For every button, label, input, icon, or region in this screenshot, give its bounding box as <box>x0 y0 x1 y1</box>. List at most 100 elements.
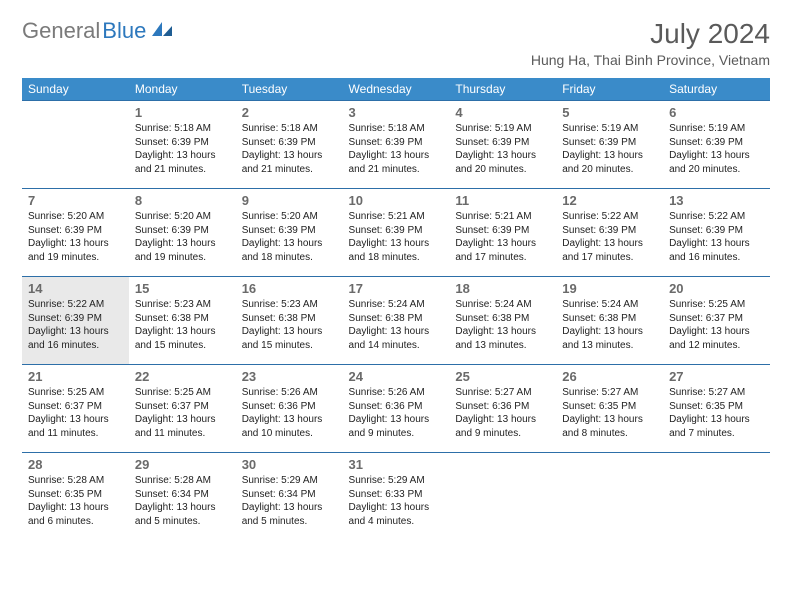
sunrise-text: Sunrise: 5:20 AM <box>28 210 123 224</box>
calendar-day-cell: 23Sunrise: 5:26 AMSunset: 6:36 PMDayligh… <box>236 365 343 453</box>
calendar-day-cell: 22 Sunrise: 5:25 AMSunset: 6:37 PMDayligh… <box>129 365 236 453</box>
sunset-text: Sunset: 6:39 PM <box>349 136 444 150</box>
daylight-text: Daylight: 13 hours and 16 minutes. <box>669 237 764 264</box>
day-number: 22 <box>135 369 230 384</box>
day-info: Sunrise: 5:21 AMSunset: 6:39 PMDaylight:… <box>349 210 444 264</box>
month-title: July 2024 <box>531 18 770 50</box>
calendar-day-cell: 19 Sunrise: 5:24 AMSunset: 6:38 PMDayligh… <box>556 277 663 365</box>
daylight-text: Daylight: 13 hours and 20 minutes. <box>562 149 657 176</box>
calendar-day-cell <box>449 453 556 541</box>
day-info: Sunrise: 5:18 AMSunset: 6:39 PMDaylight:… <box>242 122 337 176</box>
sunrise-text: Sunrise: 5:26 AM <box>242 386 337 400</box>
day-number: 12 <box>562 193 657 208</box>
calendar-day-cell: 7 Sunrise: 5:20 AMSunset: 6:39 PMDaylight… <box>22 189 129 277</box>
day-info: Sunrise: 5:25 AMSunset: 6:37 PMDaylight:… <box>28 386 123 440</box>
sunrise-text: Sunrise: 5:25 AM <box>28 386 123 400</box>
daylight-text: Daylight: 13 hours and 13 minutes. <box>562 325 657 352</box>
calendar-day-cell <box>663 453 770 541</box>
sunrise-text: Sunrise: 5:22 AM <box>28 298 123 312</box>
calendar-day-cell: 26 Sunrise: 5:27 AMSunset: 6:35 PMDayligh… <box>556 365 663 453</box>
day-info: Sunrise: 5:19 AMSunset: 6:39 PMDaylight:… <box>669 122 764 176</box>
sunrise-text: Sunrise: 5:23 AM <box>135 298 230 312</box>
sunset-text: Sunset: 6:39 PM <box>349 224 444 238</box>
calendar-day-cell: 15Sunrise: 5:23 AMSunset: 6:38 PMDayligh… <box>129 277 236 365</box>
sunrise-text: Sunrise: 5:29 AM <box>242 474 337 488</box>
sunset-text: Sunset: 6:34 PM <box>135 488 230 502</box>
daylight-text: Daylight: 13 hours and 4 minutes. <box>349 501 444 528</box>
sunset-text: Sunset: 6:36 PM <box>455 400 550 414</box>
day-info: Sunrise: 5:20 AMSunset: 6:39 PMDaylight:… <box>242 210 337 264</box>
calendar-day-cell: 2Sunrise: 5:18 AMSunset: 6:39 PMDaylight… <box>236 101 343 189</box>
daylight-text: Daylight: 13 hours and 15 minutes. <box>135 325 230 352</box>
day-info: Sunrise: 5:29 AMSunset: 6:33 PMDaylight:… <box>349 474 444 528</box>
daylight-text: Daylight: 13 hours and 5 minutes. <box>135 501 230 528</box>
day-info: Sunrise: 5:24 AMSunset: 6:38 PMDaylight:… <box>562 298 657 352</box>
day-number: 4 <box>455 105 550 120</box>
daylight-text: Daylight: 13 hours and 18 minutes. <box>349 237 444 264</box>
calendar-day-cell: 10Sunrise: 5:21 AMSunset: 6:39 PMDayligh… <box>343 189 450 277</box>
calendar-week-row: 21Sunrise: 5:25 AMSunset: 6:37 PMDayligh… <box>22 365 770 453</box>
daylight-text: Daylight: 13 hours and 21 minutes. <box>242 149 337 176</box>
sunrise-text: Sunrise: 5:19 AM <box>562 122 657 136</box>
title-block: July 2024 Hung Ha, Thai Binh Province, V… <box>531 18 770 68</box>
calendar-day-cell: 4Sunrise: 5:19 AMSunset: 6:39 PMDaylight… <box>449 101 556 189</box>
sunset-text: Sunset: 6:39 PM <box>455 224 550 238</box>
day-number: 14 <box>28 281 123 296</box>
sunrise-text: Sunrise: 5:27 AM <box>669 386 764 400</box>
sunrise-text: Sunrise: 5:18 AM <box>349 122 444 136</box>
day-info: Sunrise: 5:25 AMSunset: 6:37 PMDaylight:… <box>669 298 764 352</box>
day-header: Thursday <box>449 78 556 101</box>
sunset-text: Sunset: 6:36 PM <box>242 400 337 414</box>
day-number: 26 <box>562 369 657 384</box>
calendar-day-cell: 5Sunrise: 5:19 AMSunset: 6:39 PMDaylight… <box>556 101 663 189</box>
day-info: Sunrise: 5:27 AMSunset: 6:36 PMDaylight:… <box>455 386 550 440</box>
day-header: Monday <box>129 78 236 101</box>
day-info: Sunrise: 5:20 AMSunset: 6:39 PMDaylight:… <box>28 210 123 264</box>
day-number: 8 <box>135 193 230 208</box>
calendar-day-cell: 30Sunrise: 5:29 AMSunset: 6:34 PMDayligh… <box>236 453 343 541</box>
day-info: Sunrise: 5:24 AMSunset: 6:38 PMDaylight:… <box>349 298 444 352</box>
sunset-text: Sunset: 6:39 PM <box>28 312 123 326</box>
header: GeneralBlue July 2024 Hung Ha, Thai Binh… <box>22 18 770 68</box>
daylight-text: Daylight: 13 hours and 9 minutes. <box>349 413 444 440</box>
sunrise-text: Sunrise: 5:24 AM <box>562 298 657 312</box>
day-number: 16 <box>242 281 337 296</box>
calendar-day-cell <box>556 453 663 541</box>
sunset-text: Sunset: 6:37 PM <box>28 400 123 414</box>
day-info: Sunrise: 5:25 AMSunset: 6:37 PMDaylight:… <box>135 386 230 440</box>
sunset-text: Sunset: 6:39 PM <box>28 224 123 238</box>
calendar-day-cell: 14Sunrise: 5:22 AMSunset: 6:39 PMDayligh… <box>22 277 129 365</box>
sunrise-text: Sunrise: 5:21 AM <box>349 210 444 224</box>
sunset-text: Sunset: 6:39 PM <box>135 224 230 238</box>
daylight-text: Daylight: 13 hours and 9 minutes. <box>455 413 550 440</box>
calendar-week-row: 14 Sunrise: 5:22 AMSunset: 6:39 PM Dayligh… <box>22 277 770 365</box>
calendar-day-cell: 13Sunrise: 5:22 AMSunset: 6:39 PMDayligh… <box>663 189 770 277</box>
sunrise-text: Sunrise: 5:18 AM <box>242 122 337 136</box>
day-number: 7 <box>28 193 123 208</box>
day-info: Sunrise: 5:19 AMSunset: 6:39 PMDaylight:… <box>562 122 657 176</box>
day-info: Sunrise: 5:22 AMSunset: 6:39 PMDaylight:… <box>562 210 657 264</box>
day-number: 19 <box>562 281 657 296</box>
calendar-day-cell: 12 Sunrise: 5:22 AMSunset: 6:39 PMDayligh… <box>556 189 663 277</box>
calendar-body: 1Sunrise: 5:18 AMSunset: 6:39 PMDaylight… <box>22 101 770 541</box>
calendar-day-cell: 31Sunrise: 5:29 AMSunset: 6:33 PMDayligh… <box>343 453 450 541</box>
sunrise-text: Sunrise: 5:27 AM <box>562 386 657 400</box>
day-info: Sunrise: 5:20 AMSunset: 6:39 PMDaylight:… <box>135 210 230 264</box>
day-info: Sunrise: 5:28 AMSunset: 6:34 PMDaylight:… <box>135 474 230 528</box>
sunset-text: Sunset: 6:38 PM <box>135 312 230 326</box>
daylight-text: Daylight: 13 hours and 14 minutes. <box>349 325 444 352</box>
calendar-day-cell: 18Sunrise: 5:24 AMSunset: 6:38 PMDayligh… <box>449 277 556 365</box>
logo: GeneralBlue <box>22 18 174 44</box>
day-info: Sunrise: 5:21 AMSunset: 6:39 PMDaylight:… <box>455 210 550 264</box>
daylight-text: Daylight: 13 hours and 21 minutes. <box>135 149 230 176</box>
calendar-day-cell: 1Sunrise: 5:18 AMSunset: 6:39 PMDaylight… <box>129 101 236 189</box>
day-number: 24 <box>349 369 444 384</box>
daylight-text: Daylight: 13 hours and 10 minutes. <box>242 413 337 440</box>
daylight-text: Daylight: 13 hours and 18 minutes. <box>242 237 337 264</box>
sunset-text: Sunset: 6:35 PM <box>562 400 657 414</box>
sunrise-text: Sunrise: 5:19 AM <box>669 122 764 136</box>
daylight-text: Daylight: 13 hours and 8 minutes. <box>562 413 657 440</box>
day-header: Saturday <box>663 78 770 101</box>
day-info: Sunrise: 5:23 AMSunset: 6:38 PMDaylight:… <box>135 298 230 352</box>
day-info: Sunrise: 5:26 AMSunset: 6:36 PMDaylight:… <box>242 386 337 440</box>
